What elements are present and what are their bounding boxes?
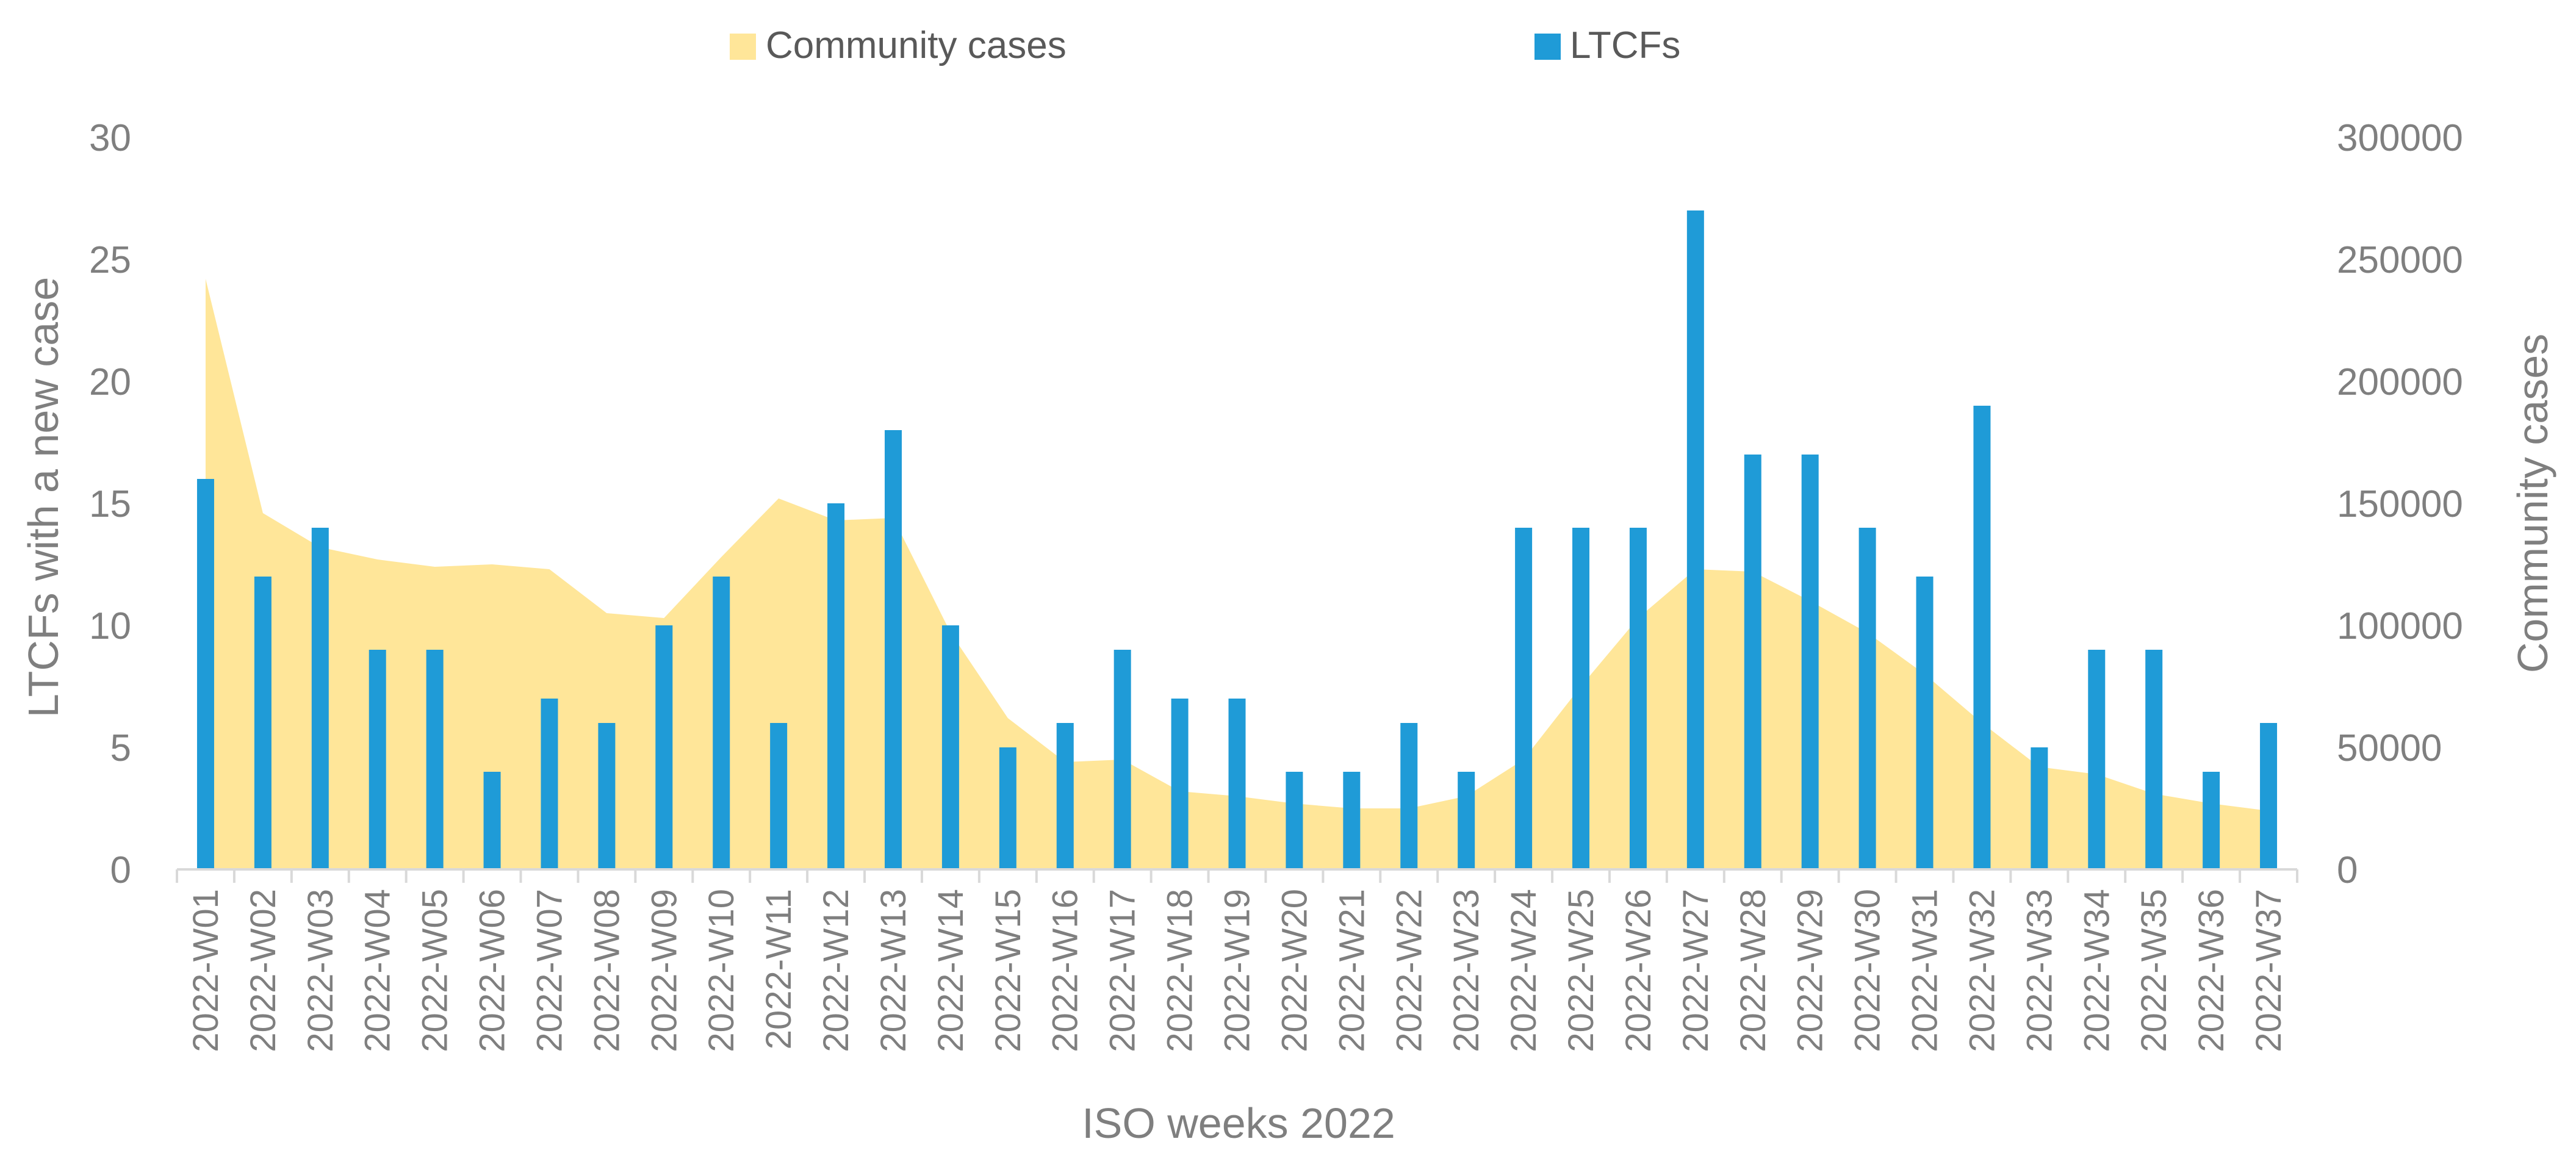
ltcf-bar xyxy=(941,625,959,869)
ltcf-bar xyxy=(1400,723,1418,869)
ltcf-bar xyxy=(1629,528,1647,869)
y-tick-label: 5 xyxy=(110,727,131,769)
x-tick-label: 2022-W11 xyxy=(759,889,799,1049)
y-tick-label: 20 xyxy=(89,361,131,403)
y-tick-label: 10 xyxy=(89,605,131,647)
y2-tick-label: 0 xyxy=(2337,849,2358,891)
ltcf-bar xyxy=(1973,406,1991,869)
x-tick-label: 2022-W20 xyxy=(1275,889,1314,1052)
x-tick-label: 2022-W13 xyxy=(874,889,913,1052)
x-tick-label: 2022-W18 xyxy=(1160,889,1200,1052)
x-tick-label: 2022-W30 xyxy=(1848,889,1888,1052)
x-tick-label: 2022-W35 xyxy=(2134,889,2174,1052)
ltcf-bar xyxy=(2031,747,2048,869)
x-tick-label: 2022-W04 xyxy=(358,889,398,1052)
ltcf-bar xyxy=(541,699,558,869)
x-tick-label: 2022-W07 xyxy=(530,889,569,1052)
ltcf-bar xyxy=(1458,772,1475,869)
x-tick-label: 2022-W16 xyxy=(1046,889,1085,1052)
x-tick-label: 2022-W14 xyxy=(931,889,971,1052)
ltcf-bar xyxy=(1858,528,1876,869)
ltcf-bar xyxy=(2088,650,2106,869)
x-tick-label: 2022-W17 xyxy=(1103,889,1143,1052)
x-tick-label: 2022-W24 xyxy=(1504,889,1544,1052)
ltcf-bar xyxy=(1744,455,1761,869)
ltcf-bar xyxy=(1114,650,1131,869)
y2-tick-label: 50000 xyxy=(2337,727,2442,769)
ltcf-bar xyxy=(1343,772,1361,869)
x-tick-label: 2022-W09 xyxy=(644,889,684,1052)
x-tick-label: 2022-W33 xyxy=(2020,889,2059,1052)
x-tick-label: 2022-W10 xyxy=(702,889,741,1052)
axes: 0 5 10 15 20 25 30 0 50000 100000 150000 200000 2500… xyxy=(89,117,2463,1052)
ltcf-bar xyxy=(770,723,788,869)
legend-label-ltcfs: LTCFs xyxy=(1570,24,1680,67)
ltcf-bar xyxy=(2203,772,2220,869)
ltcf-bar xyxy=(1686,210,1704,869)
ltcf-bars-layer xyxy=(196,210,2278,869)
x-tick-label: 2022-W08 xyxy=(587,889,627,1052)
y2-tick-label: 200000 xyxy=(2337,361,2463,403)
ltcf-bar xyxy=(483,772,501,869)
ltcf-bar xyxy=(196,479,214,869)
x-tick-label: 2022-W26 xyxy=(1619,889,1658,1052)
ltcf-bar xyxy=(655,625,673,869)
ltcf-bar xyxy=(598,723,616,869)
x-tick-label: 2022-W05 xyxy=(416,889,455,1052)
y-tick-label: 0 xyxy=(110,849,131,891)
legend: Community cases LTCFs xyxy=(730,24,1680,67)
legend-label-community-cases: Community cases xyxy=(766,24,1067,67)
x-tick-label: 2022-W03 xyxy=(301,889,340,1052)
y-tick-label: 25 xyxy=(89,239,131,281)
x-tick-label: 2022-W21 xyxy=(1332,889,1372,1052)
x-tick-label: 2022-W34 xyxy=(2077,889,2117,1052)
y2-tick-label: 100000 xyxy=(2337,605,2463,647)
ltcf-bar xyxy=(1916,577,1934,869)
x-tick-label: 2022-W06 xyxy=(473,889,513,1052)
x-tick-label: 2022-W27 xyxy=(1676,889,1716,1052)
ltcf-bar xyxy=(369,650,386,869)
ltcf-bar xyxy=(999,747,1016,869)
x-tick-label: 2022-W37 xyxy=(2249,889,2289,1052)
ltcf-bar xyxy=(827,503,845,869)
x-tick-label: 2022-W25 xyxy=(1561,889,1601,1052)
x-tick-label: 2022-W12 xyxy=(816,889,856,1052)
ltcf-bar xyxy=(1171,699,1189,869)
ltcf-bar xyxy=(2145,650,2163,869)
ltcf-bar xyxy=(1515,528,1533,869)
y2-tick-label: 300000 xyxy=(2337,117,2463,159)
ltcf-bar xyxy=(884,430,902,869)
ltcf-bar xyxy=(2260,723,2278,869)
ltcf-bar xyxy=(311,528,329,869)
x-tick-label: 2022-W15 xyxy=(988,889,1028,1052)
x-tick-label: 2022-W29 xyxy=(1791,889,1830,1052)
legend-swatch-community-cases xyxy=(730,34,756,60)
ltcf-bar xyxy=(426,650,444,869)
ltcf-bar xyxy=(1286,772,1303,869)
ltcf-bar xyxy=(1228,699,1246,869)
x-tick-label: 2022-W28 xyxy=(1733,889,1773,1052)
x-tick-label: 2022-W02 xyxy=(243,889,283,1052)
x-tick-label: 2022-W23 xyxy=(1447,889,1486,1052)
x-tick-label: 2022-W32 xyxy=(1962,889,2002,1052)
y2-axis-title: Community cases xyxy=(2509,334,2556,673)
y-axis-title: LTCFs with a new case xyxy=(20,277,67,717)
x-tick-label: 2022-W01 xyxy=(186,889,226,1052)
x-tick-label: 2022-W36 xyxy=(2192,889,2231,1052)
legend-swatch-ltcfs xyxy=(1534,34,1561,60)
ltcf-bar xyxy=(713,577,730,869)
x-tick-label: 2022-W31 xyxy=(1905,889,1945,1052)
x-tick-label: 2022-W19 xyxy=(1218,889,1257,1052)
x-tick-label: 2022-W22 xyxy=(1389,889,1429,1052)
y2-tick-label: 250000 xyxy=(2337,239,2463,281)
ltcf-bar xyxy=(1801,455,1819,869)
y-tick-label: 15 xyxy=(89,483,131,525)
y2-tick-label: 150000 xyxy=(2337,483,2463,525)
ltcf-bar xyxy=(1056,723,1074,869)
ltcf-bar xyxy=(254,577,272,869)
y-tick-label: 30 xyxy=(89,117,131,159)
x-axis-title: ISO weeks 2022 xyxy=(1082,1099,1395,1147)
ltcf-bar xyxy=(1572,528,1590,869)
